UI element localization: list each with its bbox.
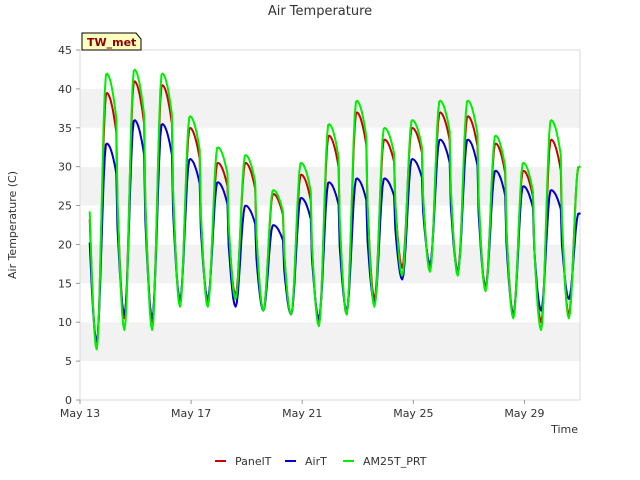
legend-label: PanelT xyxy=(235,455,272,468)
x-axis: May 13 May 17 May 21 May 25 May 29 xyxy=(60,400,545,420)
x-tick-label: May 21 xyxy=(282,407,322,420)
series-lines xyxy=(88,68,582,351)
grid-band xyxy=(80,205,580,245)
y-tick-label: 5 xyxy=(65,355,72,368)
legend-label: AM25T_PRT xyxy=(363,455,427,468)
y-tick-label: 15 xyxy=(58,277,72,290)
y-tick-label: 0 xyxy=(65,394,72,407)
series-line-am25t-prt xyxy=(88,68,582,351)
grid-band xyxy=(80,88,580,128)
grid-band xyxy=(80,50,580,89)
grid-band xyxy=(80,127,580,167)
plot-area-border xyxy=(79,49,581,401)
legend-label: AirT xyxy=(305,455,327,468)
grid-band xyxy=(80,361,580,400)
y-tick-label: 10 xyxy=(58,316,72,329)
grid-bands xyxy=(80,50,580,400)
grid-band xyxy=(80,283,580,323)
station-badge: TW_met xyxy=(81,32,142,51)
x-tick-label: May 13 xyxy=(60,407,100,420)
legend: PanelT AirT AM25T_PRT xyxy=(215,455,427,468)
grid-band xyxy=(80,166,580,206)
y-axis-title: Air Temperature (C) xyxy=(6,171,19,279)
x-axis-title: Time xyxy=(550,423,578,436)
series-line-airt xyxy=(88,119,581,343)
y-axis: 0 5 10 15 20 25 30 35 40 45 xyxy=(58,44,80,407)
x-tick-label: May 17 xyxy=(171,407,211,420)
station-badge-shape xyxy=(81,32,142,51)
y-tick-label: 30 xyxy=(58,161,72,174)
y-tick-label: 35 xyxy=(58,122,72,135)
x-tick-label: May 29 xyxy=(504,407,544,420)
y-tick-label: 40 xyxy=(58,83,72,96)
y-tick-label: 25 xyxy=(58,200,72,213)
x-tick-label: May 25 xyxy=(393,407,433,420)
station-badge-label: TW_met xyxy=(87,36,136,49)
y-tick-label: 20 xyxy=(58,238,72,251)
grid-band xyxy=(80,322,580,362)
grid-band xyxy=(80,244,580,284)
y-tick-label: 45 xyxy=(58,44,72,57)
chart-title: Air Temperature xyxy=(268,4,372,19)
